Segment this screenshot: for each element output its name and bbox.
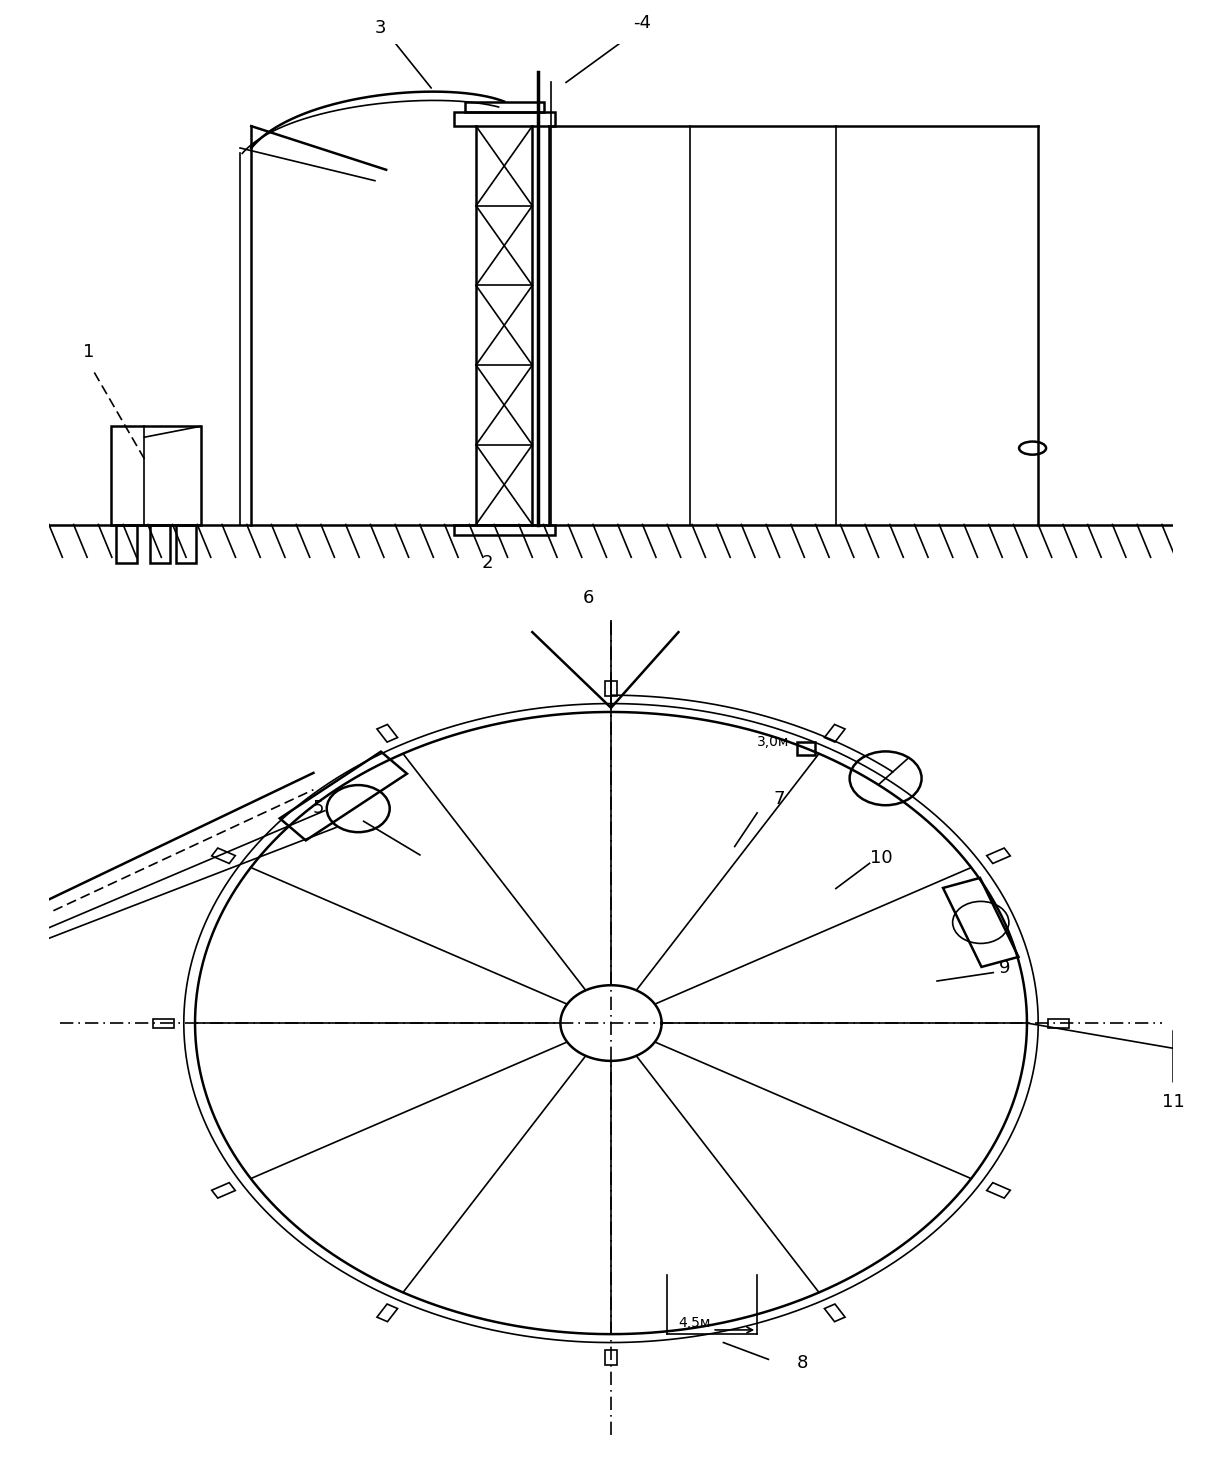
- Text: 8: 8: [797, 1354, 808, 1372]
- Text: 4,5м: 4,5м: [678, 1316, 711, 1330]
- Bar: [116, 525, 137, 562]
- Text: -4: -4: [633, 13, 651, 32]
- Bar: [453, 112, 555, 125]
- Text: 9: 9: [998, 959, 1011, 976]
- Bar: [1212, 1080, 1222, 1102]
- Text: 3: 3: [375, 19, 386, 37]
- Bar: [176, 525, 197, 562]
- Text: 10: 10: [870, 850, 892, 867]
- Text: 3,0м: 3,0м: [758, 735, 789, 749]
- Text: 6: 6: [583, 589, 594, 606]
- Bar: [0, 910, 15, 969]
- Text: 5: 5: [313, 799, 325, 817]
- Bar: [0, 966, 27, 990]
- Bar: [464, 102, 544, 112]
- Bar: [150, 525, 170, 562]
- Bar: [453, 525, 555, 535]
- Text: 1: 1: [83, 342, 94, 361]
- Bar: [1179, 1080, 1207, 1102]
- Bar: [797, 742, 815, 755]
- Text: 11: 11: [1162, 1093, 1184, 1111]
- Bar: [1212, 1012, 1222, 1032]
- Bar: [0, 888, 27, 912]
- Bar: [1173, 1031, 1222, 1083]
- Bar: [1179, 1012, 1207, 1032]
- Bar: [111, 426, 200, 525]
- Text: 7: 7: [774, 791, 786, 808]
- Text: 2: 2: [481, 555, 494, 572]
